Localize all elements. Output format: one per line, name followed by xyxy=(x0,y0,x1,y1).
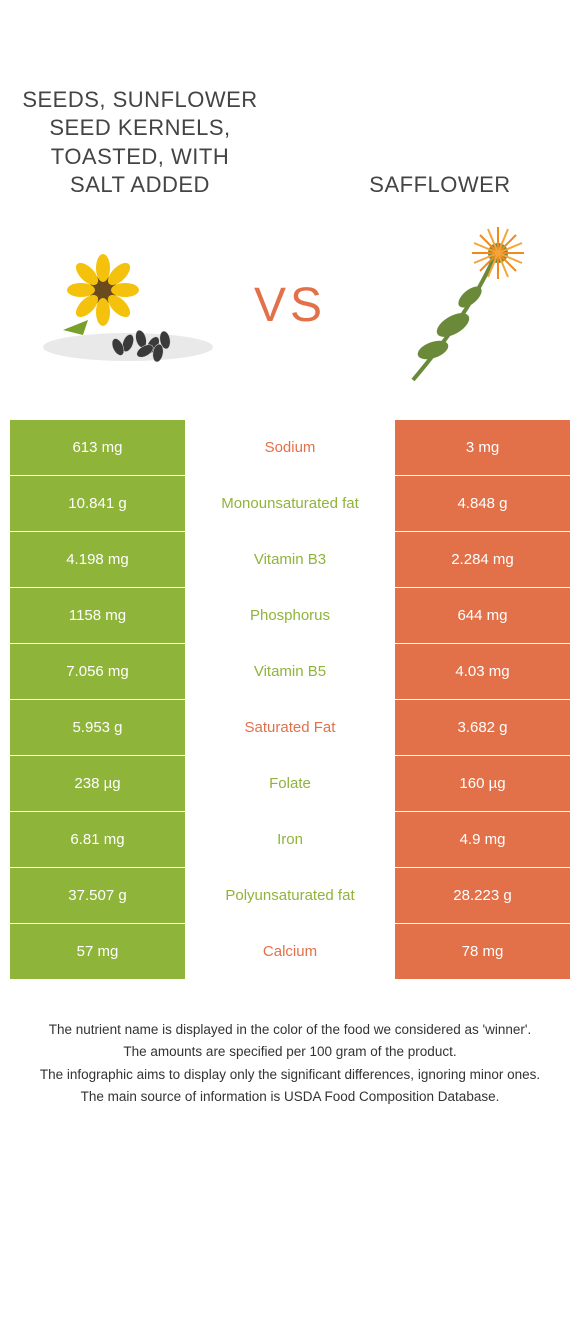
images-row: VS xyxy=(0,210,580,420)
table-row: 10.841 gMonounsaturated fat4.848 g xyxy=(10,476,570,532)
table-row: 4.198 mgVitamin B32.284 mg xyxy=(10,532,570,588)
nutrient-label: Phosphorus xyxy=(185,588,395,643)
left-value: 1158 mg xyxy=(10,588,185,643)
right-value: 28.223 g xyxy=(395,868,570,923)
footnotes: The nutrient name is displayed in the co… xyxy=(20,1020,560,1107)
left-value: 37.507 g xyxy=(10,868,185,923)
right-food-title: SAFFLOWER xyxy=(320,171,560,200)
right-value: 4.848 g xyxy=(395,476,570,531)
table-row: 6.81 mgIron4.9 mg xyxy=(10,812,570,868)
left-value: 238 µg xyxy=(10,756,185,811)
left-value: 5.953 g xyxy=(10,700,185,755)
nutrient-label: Polyunsaturated fat xyxy=(185,868,395,923)
right-value: 3.682 g xyxy=(395,700,570,755)
right-value: 78 mg xyxy=(395,924,570,979)
right-value: 4.03 mg xyxy=(395,644,570,699)
nutrient-label: Sodium xyxy=(185,420,395,475)
right-food-illustration xyxy=(335,215,570,395)
footnote-line: The amounts are specified per 100 gram o… xyxy=(20,1042,560,1062)
table-row: 613 mgSodium3 mg xyxy=(10,420,570,476)
nutrient-label: Saturated Fat xyxy=(185,700,395,755)
footnote-line: The infographic aims to display only the… xyxy=(20,1065,560,1085)
table-row: 7.056 mgVitamin B54.03 mg xyxy=(10,644,570,700)
left-value: 6.81 mg xyxy=(10,812,185,867)
right-value: 2.284 mg xyxy=(395,532,570,587)
nutrient-label: Calcium xyxy=(185,924,395,979)
nutrient-table: 613 mgSodium3 mg10.841 gMonounsaturated … xyxy=(10,420,570,980)
header-row: SEEDS, SUNFLOWER SEED KERNELS, TOASTED, … xyxy=(0,0,580,210)
nutrient-label: Iron xyxy=(185,812,395,867)
nutrient-label: Monounsaturated fat xyxy=(185,476,395,531)
left-food-illustration xyxy=(10,235,245,375)
table-row: 57 mgCalcium78 mg xyxy=(10,924,570,980)
left-value: 7.056 mg xyxy=(10,644,185,699)
left-value: 4.198 mg xyxy=(10,532,185,587)
vs-label: VS xyxy=(245,278,335,333)
left-value: 613 mg xyxy=(10,420,185,475)
right-value: 4.9 mg xyxy=(395,812,570,867)
left-value: 57 mg xyxy=(10,924,185,979)
nutrient-label: Vitamin B5 xyxy=(185,644,395,699)
table-row: 37.507 gPolyunsaturated fat28.223 g xyxy=(10,868,570,924)
right-value: 160 µg xyxy=(395,756,570,811)
table-row: 238 µgFolate160 µg xyxy=(10,756,570,812)
right-value: 644 mg xyxy=(395,588,570,643)
table-row: 5.953 gSaturated Fat3.682 g xyxy=(10,700,570,756)
right-value: 3 mg xyxy=(395,420,570,475)
footnote-line: The nutrient name is displayed in the co… xyxy=(20,1020,560,1040)
left-value: 10.841 g xyxy=(10,476,185,531)
left-food-title: SEEDS, SUNFLOWER SEED KERNELS, TOASTED, … xyxy=(20,86,260,200)
table-row: 1158 mgPhosphorus644 mg xyxy=(10,588,570,644)
nutrient-label: Vitamin B3 xyxy=(185,532,395,587)
footnote-line: The main source of information is USDA F… xyxy=(20,1087,560,1107)
nutrient-label: Folate xyxy=(185,756,395,811)
